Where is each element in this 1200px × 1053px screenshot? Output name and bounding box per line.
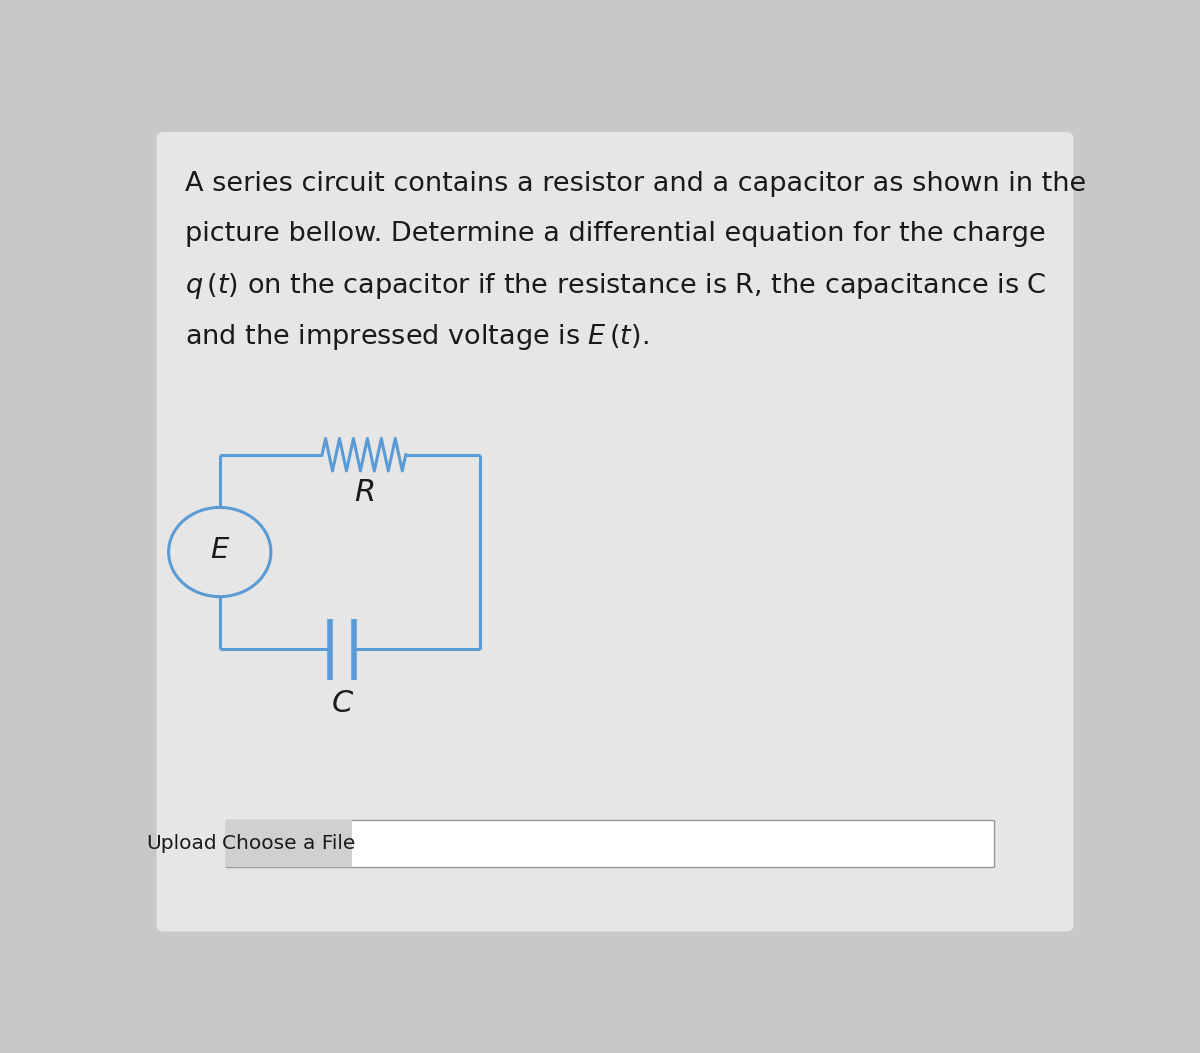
FancyBboxPatch shape	[227, 820, 994, 868]
Text: picture bellow. Determine a differential equation for the charge: picture bellow. Determine a differential…	[185, 221, 1046, 247]
Text: $q\,(t)$ on the capacitor if the resistance is R, the capacitance is C: $q\,(t)$ on the capacitor if the resista…	[185, 272, 1046, 301]
Text: A series circuit contains a resistor and a capacitor as shown in the: A series circuit contains a resistor and…	[185, 171, 1086, 197]
Text: $C$: $C$	[330, 689, 354, 719]
FancyBboxPatch shape	[227, 820, 352, 868]
Text: and the impressed voltage is $E\,(t)$.: and the impressed voltage is $E\,(t)$.	[185, 322, 649, 352]
Text: Upload: Upload	[146, 834, 217, 853]
Text: Choose a File: Choose a File	[222, 834, 355, 853]
FancyBboxPatch shape	[156, 132, 1074, 932]
Text: $E$: $E$	[210, 536, 230, 564]
Text: $R$: $R$	[354, 477, 374, 509]
